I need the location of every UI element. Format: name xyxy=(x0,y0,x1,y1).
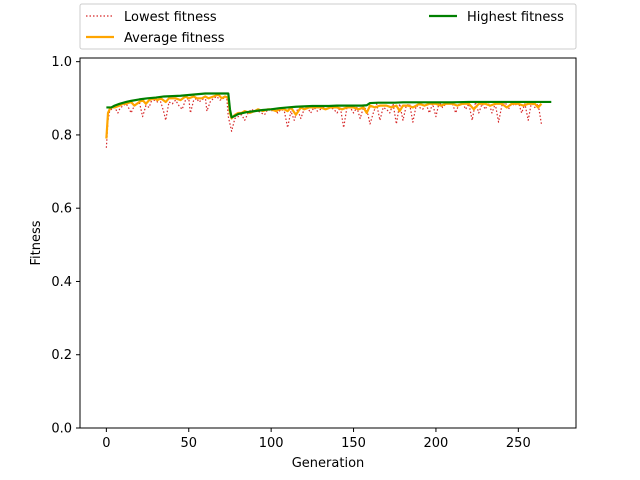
x-axis-label: Generation xyxy=(292,456,365,471)
legend-label-highest-fitness: Highest fitness xyxy=(467,10,564,25)
y-tick-label: 0.4 xyxy=(51,275,72,290)
y-tick-label: 1.0 xyxy=(51,55,72,70)
y-tick-label: 0.6 xyxy=(51,202,72,217)
x-axis-ticks: 0 50 100 150 200 250 xyxy=(102,428,531,451)
x-tick-label: 100 xyxy=(259,436,284,451)
x-tick-label: 200 xyxy=(424,436,449,451)
y-tick-label: 0.8 xyxy=(51,128,72,143)
x-tick-label: 150 xyxy=(341,436,366,451)
legend-label-average-fitness: Average fitness xyxy=(124,31,225,46)
series-line-highest-fitness xyxy=(106,92,552,119)
series-layer xyxy=(105,92,552,148)
series-line-average-fitness xyxy=(105,93,543,139)
y-axis-ticks: 0.0 0.2 0.4 0.6 0.8 1.0 xyxy=(51,55,80,437)
plot-area-frame xyxy=(79,57,577,429)
legend: Lowest fitness Average fitness Highest f… xyxy=(79,3,577,50)
x-tick-label: 250 xyxy=(506,436,531,451)
y-axis-label: Fitness xyxy=(29,220,44,265)
x-tick-label: 50 xyxy=(180,436,197,451)
x-tick-label: 0 xyxy=(102,436,110,451)
y-tick-label: 0.0 xyxy=(51,422,72,437)
y-tick-label: 0.2 xyxy=(51,348,72,363)
legend-label-lowest-fitness: Lowest fitness xyxy=(124,10,217,25)
